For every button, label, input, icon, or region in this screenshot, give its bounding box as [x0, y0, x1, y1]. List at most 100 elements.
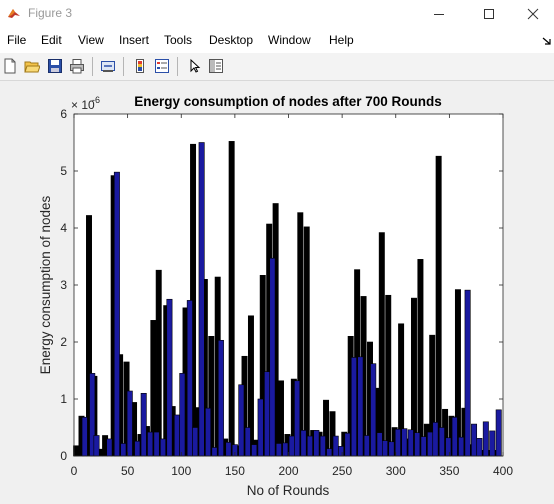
y-tick-label-5: 5 [60, 164, 67, 178]
inner-bar-13 [173, 414, 180, 457]
link-plot-icon [101, 61, 115, 72]
menu-view[interactable]: View [78, 33, 104, 47]
menu-edit[interactable]: Edit [41, 33, 62, 47]
outer-bar-13 [155, 269, 162, 457]
inner-bar-40 [344, 432, 351, 457]
inner-bar-57 [451, 416, 458, 457]
inner-bar-14 [179, 373, 186, 457]
inner-bar-15 [186, 300, 193, 457]
inner-bar-56 [445, 437, 452, 457]
inner-bar-35 [313, 430, 320, 457]
dock-arrow-icon[interactable] [542, 36, 552, 46]
toolbar-separator [92, 57, 93, 76]
menu-tools[interactable]: Tools [164, 33, 193, 47]
y-tick-label-1: 1 [60, 392, 67, 406]
inner-bar-2 [93, 435, 100, 457]
colorbar-icon [136, 59, 144, 73]
y-exponent-power: -6 [92, 95, 100, 105]
legend-button[interactable] [152, 56, 172, 76]
minimize-button[interactable] [416, 0, 462, 27]
inner-bar-23 [238, 384, 245, 457]
print-button[interactable] [67, 56, 87, 76]
window-titlebar: Figure 3 [0, 0, 554, 27]
inner-bar-12 [166, 298, 173, 457]
y-exponent-base: × 10 [71, 98, 95, 112]
inner-bar-28 [269, 257, 276, 457]
inner-bar-46 [382, 440, 388, 457]
inner-bar-62 [482, 421, 489, 457]
inner-bar-33 [300, 430, 307, 457]
y-tick-label-2: 2 [60, 335, 67, 349]
inner-bar-54 [432, 422, 439, 457]
inner-bar-11 [160, 438, 166, 457]
bar-chart: 0 50 100 150 200 250 300 350 400 0 1 2 3 4 5 6 Energy c… [38, 94, 513, 498]
y-axis-label: Energy consumption of nodes [38, 195, 53, 374]
inner-bar-18 [205, 407, 212, 457]
x-tick-label-1: 50 [121, 464, 135, 478]
inner-bar-64 [495, 409, 502, 457]
inner-bar-53 [427, 431, 434, 457]
inner-bar-63 [489, 430, 496, 457]
toolbar-separator [177, 57, 178, 76]
close-button[interactable] [510, 0, 554, 27]
menu-file[interactable]: File [7, 33, 27, 47]
inner-bar-27 [264, 371, 271, 457]
print-icon [70, 59, 84, 74]
x-tick-label-4: 200 [278, 464, 298, 478]
outer-bar-57 [435, 155, 442, 457]
x-tick-label-3: 150 [225, 464, 245, 478]
x-tick-label-7: 350 [439, 464, 459, 478]
open-file-button[interactable] [22, 56, 42, 76]
figure-canvas: 0 50 100 150 200 250 300 350 400 0 1 2 3 4 5 6 Energy c… [0, 81, 554, 499]
x-tick-label-2: 100 [171, 464, 191, 478]
y-tick-label-6: 6 [60, 107, 67, 121]
x-tick-label-8: 400 [493, 464, 513, 478]
save-button[interactable] [45, 56, 65, 76]
inner-bar-61 [476, 438, 483, 457]
inner-bar-24 [244, 427, 251, 457]
inner-bar-39 [338, 446, 345, 457]
inner-bar-31 [288, 435, 295, 457]
open-file-icon [24, 61, 40, 73]
inner-bar-29 [275, 443, 282, 457]
property-editor-icon [209, 59, 223, 73]
inner-bar-55 [438, 427, 445, 457]
x-axis-label: No of Rounds [247, 483, 330, 498]
y-tick-label-3: 3 [60, 278, 67, 292]
inner-bar-34 [306, 435, 313, 457]
outer-bar-24 [228, 141, 235, 457]
maximize-button[interactable] [466, 0, 512, 27]
inner-bar-19 [211, 447, 218, 457]
new-figure-icon [4, 58, 16, 74]
inner-bar-58 [458, 436, 465, 457]
inner-bar-10 [153, 431, 160, 457]
inner-bar-17 [198, 142, 205, 457]
outer-bar-54 [417, 259, 424, 457]
inner-bar-44 [370, 363, 377, 457]
y-tick-label-4: 4 [60, 221, 67, 235]
y-tick-label-0: 0 [60, 449, 67, 463]
window-title: Figure 3 [28, 6, 73, 20]
inner-bar-21 [225, 442, 232, 457]
inner-bar-41 [350, 357, 357, 457]
menu-window[interactable]: Window [268, 33, 311, 47]
inner-bar-42 [357, 356, 364, 457]
save-icon [48, 59, 62, 73]
menu-insert[interactable]: Insert [119, 33, 150, 47]
link-plot-button[interactable] [98, 56, 118, 76]
inner-bar-59 [464, 289, 471, 457]
inner-bar-60 [471, 423, 478, 457]
property-editor-button[interactable] [206, 56, 226, 76]
inner-bar-6 [126, 390, 133, 457]
select-pointer-button[interactable] [184, 56, 204, 76]
inner-bar-47 [388, 441, 395, 457]
colorbar-button[interactable] [130, 56, 150, 76]
inner-bar-7 [134, 440, 141, 457]
menu-desktop[interactable]: Desktop [209, 33, 254, 47]
x-tick-label-5: 250 [332, 464, 352, 478]
menu-help[interactable]: Help [329, 33, 354, 47]
inner-bar-8 [140, 392, 147, 457]
legend-icon [155, 59, 169, 73]
new-figure-button[interactable] [0, 56, 20, 76]
inner-bar-9 [147, 431, 154, 457]
